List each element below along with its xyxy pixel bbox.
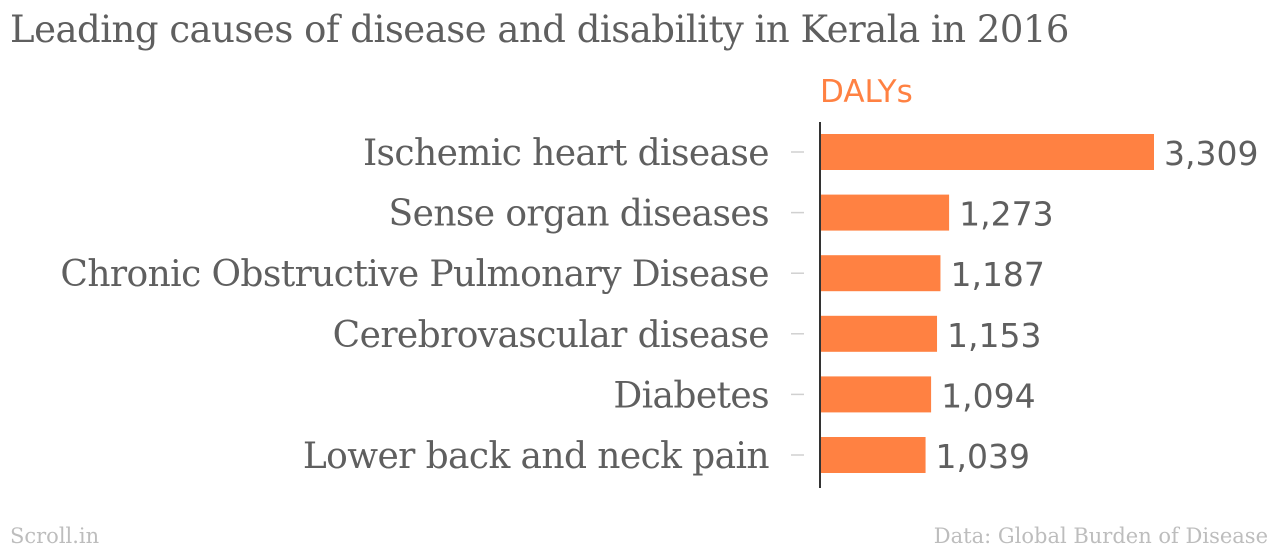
category-label: Chronic Obstructive Pulmonary Disease [60,254,769,295]
bar-row: Diabetes 1,094 [613,375,1035,416]
value-label: 1,273 [959,195,1053,234]
category-label: Sense organ diseases [389,194,769,235]
bar [821,134,1154,170]
category-label: Cerebrovascular disease [333,315,769,356]
bar-row: Ischemic heart disease 3,309 [363,133,1259,174]
category-label: Ischemic heart disease [363,133,769,174]
source-credit: Data: Global Burden of Disease [933,524,1268,548]
bar-row: Sense organ diseases 1,273 [389,194,1054,235]
bar-row: Chronic Obstructive Pulmonary Disease 1,1… [60,254,1045,295]
series-label: DALYs [820,74,913,110]
category-label: Diabetes [613,375,769,416]
bar [821,255,941,292]
value-label: 3,309 [1164,134,1258,173]
bar [821,376,932,413]
category-label: Lower back and neck pain [303,436,770,477]
value-label: 1,039 [936,437,1030,476]
value-label: 1,094 [941,376,1035,415]
source-brand: Scroll.in [10,524,100,548]
value-label: 1,187 [950,255,1044,294]
chart-title: Leading causes of disease and disability… [10,8,1069,51]
bar [821,315,938,352]
bar-row: Cerebrovascular disease 1,153 [333,315,1042,356]
bars-group: Ischemic heart disease 3,309 Sense organ d… [60,133,1258,477]
bar [821,437,926,473]
bar-row: Lower back and neck pain 1,039 [303,436,1030,477]
value-label: 1,153 [947,316,1041,355]
bar [821,194,950,231]
